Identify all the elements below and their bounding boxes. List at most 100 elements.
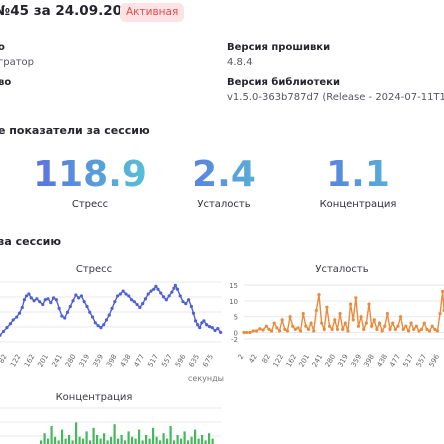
fatigue-point (245, 330, 249, 335)
fatigue-x-tick-label: 398 (362, 353, 376, 369)
stress-point (164, 298, 168, 302)
stress-point (116, 294, 120, 298)
stress-point (173, 283, 177, 287)
concentration-bar (152, 427, 155, 444)
concentration-bar (208, 433, 211, 444)
stress-point (213, 328, 217, 333)
concentration-bar (106, 440, 109, 444)
fatigue-point (301, 311, 305, 316)
stress-x-tick-label: 162 (23, 353, 37, 369)
stress-x-tick-label: 359 (91, 353, 105, 369)
concentration-bar (180, 438, 183, 444)
fatigue-chart-grid (244, 284, 444, 340)
fatigue-chart-x-ticks: 2 42 82 122 162 201 241 280 319 359 398 438 477 517 55… (237, 353, 442, 369)
stress-point (41, 302, 45, 307)
fatigue-point (275, 326, 279, 330)
stress-point (178, 294, 182, 298)
library-value: v1.5.0-363b787d7 (Release - 2024-07-11T1… (227, 92, 444, 103)
concentration-bar (92, 427, 95, 444)
stress-point (207, 325, 212, 329)
stress-point (172, 286, 176, 290)
stress-point (193, 319, 198, 323)
stress-point (127, 294, 131, 298)
stress-x-tick-label: 438 (119, 353, 133, 369)
fatigue-point (430, 324, 434, 328)
stress-point (184, 302, 188, 306)
stress-point (110, 306, 114, 310)
fatigue-point (314, 308, 318, 313)
stress-point (65, 310, 70, 314)
stress-point (152, 287, 156, 291)
stress-point (88, 310, 92, 314)
fatigue-point (425, 327, 429, 331)
concentration-bar (82, 438, 85, 444)
fatigue-x-tick-label: 2 (237, 353, 246, 361)
concentration-bar (78, 436, 81, 444)
fatigue-y-tick-label: 15 (229, 282, 238, 290)
fatigue-x-tick-label: 319 (336, 353, 350, 369)
concentration-bar (159, 440, 162, 444)
fatigue-point (420, 327, 424, 331)
fatigue-point (362, 327, 366, 331)
stress-point (77, 296, 81, 300)
stress-point (175, 287, 180, 291)
concentration-bar (127, 431, 130, 444)
stress-point (135, 302, 139, 307)
stress-x-tick-label: 201 (36, 353, 50, 369)
stress-point (196, 323, 200, 327)
fatigue-point (435, 329, 440, 333)
fatigue-point (320, 321, 324, 325)
concentration-bar (190, 436, 193, 444)
fatigue-point (377, 321, 382, 325)
fatigue-x-tick-label: 596 (428, 353, 442, 369)
stress-x-tick-label: 280 (64, 353, 78, 369)
fatigue-point (261, 328, 265, 332)
stress-point (1, 329, 6, 334)
fatigue-point (335, 327, 340, 331)
concentration-bar (148, 438, 151, 444)
concentration-bar (145, 435, 148, 444)
stress-point (124, 292, 128, 296)
concentration-bar (141, 440, 144, 444)
concentration-value: 1.1 (298, 154, 418, 195)
concentration-bar (57, 440, 60, 444)
stress-point (138, 305, 142, 310)
library-label: Версия библиотеки (227, 77, 340, 88)
fatigue-point (375, 327, 379, 331)
fatigue-point (298, 329, 303, 333)
fatigue-point (242, 330, 246, 335)
fatigue-y-tick-label: 5 (234, 314, 238, 322)
fatigue-point (372, 318, 376, 322)
fatigue-point (391, 321, 395, 325)
fatigue-point (309, 321, 313, 325)
fatigue-point (270, 329, 274, 333)
fatigue-point (317, 293, 321, 297)
fatigue-point (267, 327, 271, 331)
concentration-bar (54, 436, 57, 444)
fatigue-point (412, 327, 416, 331)
fatigue-point (343, 321, 347, 325)
fatigue-chart-series (242, 289, 444, 335)
stress-point (38, 300, 42, 304)
session-metrics-title: е показатели за сессию (0, 124, 150, 137)
fatigue-point (254, 329, 259, 333)
stress-point (107, 313, 111, 317)
concentration-bar (43, 433, 46, 444)
stress-point (68, 304, 72, 309)
stress-point (149, 289, 153, 293)
concentration-bar (68, 435, 71, 444)
stress-x-tick-label: 319 (78, 353, 92, 369)
stress-point (29, 296, 33, 300)
stress-point (198, 326, 202, 330)
concentration-bar (120, 435, 123, 444)
stress-x-tick-label: 122 (9, 353, 23, 369)
concentration-bar (131, 436, 134, 444)
fatigue-point (401, 327, 405, 331)
stress-point (219, 330, 223, 334)
stress-value: 118.9 (30, 154, 150, 195)
stress-point (24, 294, 29, 298)
concentration-bar (75, 422, 78, 444)
fatigue-point (285, 329, 290, 333)
stress-point (141, 302, 145, 306)
